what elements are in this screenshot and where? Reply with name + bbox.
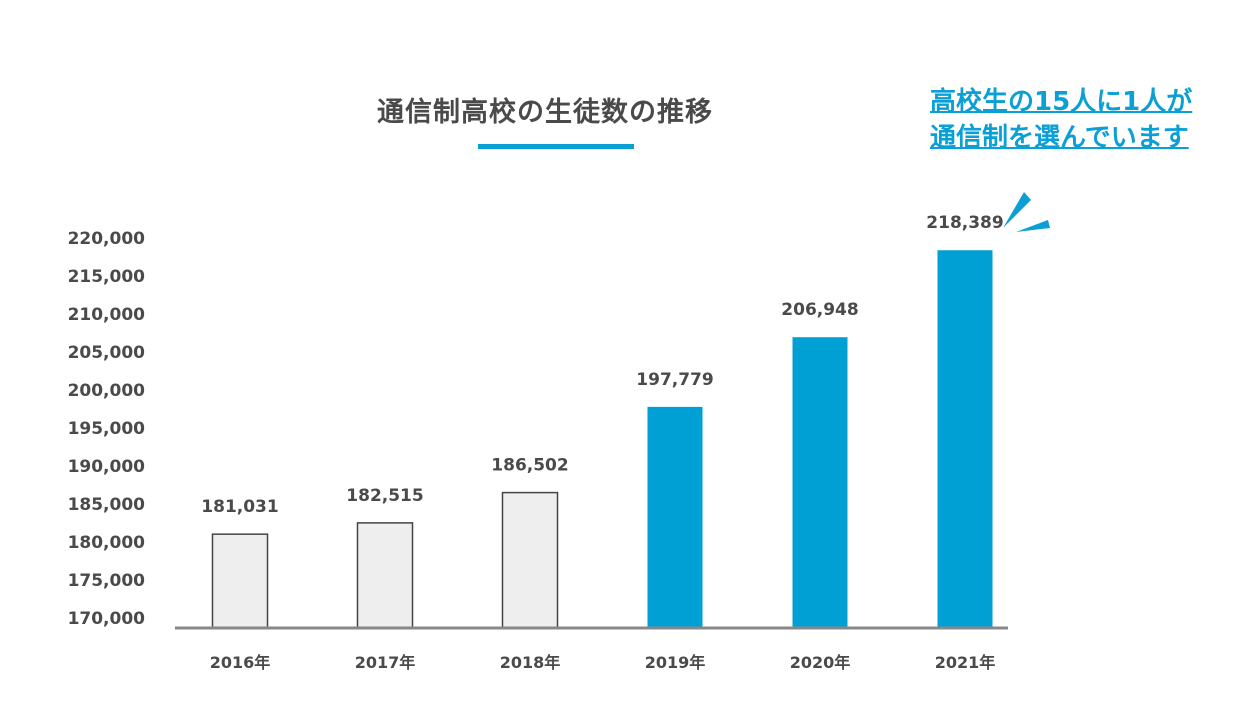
data-label: 186,502: [491, 456, 568, 476]
data-label: 206,948: [781, 300, 858, 320]
chart-title: 通信制高校の生徒数の推移: [377, 97, 713, 128]
y-tick-label: 210,000: [68, 305, 146, 325]
x-tick-label: 2021年: [935, 653, 996, 672]
y-tick-label: 180,000: [68, 533, 146, 553]
x-tick-label: 2018年: [500, 653, 561, 672]
y-tick-label: 195,000: [68, 419, 146, 439]
x-tick-label: 2017年: [355, 653, 416, 672]
x-tick-label: 2019年: [645, 653, 706, 672]
data-labels: 181,031 182,515 186,502 197,779 206,948 218,3…: [201, 213, 1003, 517]
y-tick-label: 170,000: [68, 609, 146, 629]
bars: [211, 250, 993, 629]
data-label: 218,389: [926, 213, 1003, 233]
y-tick-label: 190,000: [68, 457, 146, 477]
callout-text: 高校生の15人に1人が 通信制を選んでいます: [930, 84, 1192, 156]
data-label: 182,515: [346, 486, 423, 506]
y-axis: 170,000 175,000 180,000 185,000 190,000 195,0…: [68, 229, 146, 629]
y-tick-label: 175,000: [68, 571, 146, 591]
bar-2018: [501, 491, 559, 629]
x-tick-label: 2016年: [210, 653, 271, 672]
callout-line-1: 高校生の15人に1人が: [930, 87, 1193, 117]
bar-2019: [647, 406, 703, 628]
callout-line-2: 通信制を選んでいます: [930, 123, 1189, 153]
y-tick-label: 220,000: [68, 229, 146, 249]
title-underline: [478, 144, 634, 149]
y-tick-label: 185,000: [68, 495, 146, 515]
y-tick-label: 215,000: [68, 267, 146, 287]
accent-stroke-2: [1016, 220, 1050, 232]
bar-2021: [937, 250, 993, 629]
bar-2020: [792, 337, 848, 628]
data-label: 197,779: [636, 370, 713, 390]
y-tick-label: 200,000: [68, 381, 146, 401]
bar-2016: [211, 533, 269, 629]
x-tick-label: 2020年: [790, 653, 851, 672]
bar-2017: [356, 522, 414, 629]
x-axis: 2016年 2017年 2018年 2019年 2020年 2021年: [175, 626, 1008, 672]
accent-stroke-1: [1003, 192, 1031, 228]
callout-accent-icon: [1003, 192, 1050, 232]
data-label: 181,031: [201, 497, 278, 517]
y-tick-label: 205,000: [68, 343, 146, 363]
